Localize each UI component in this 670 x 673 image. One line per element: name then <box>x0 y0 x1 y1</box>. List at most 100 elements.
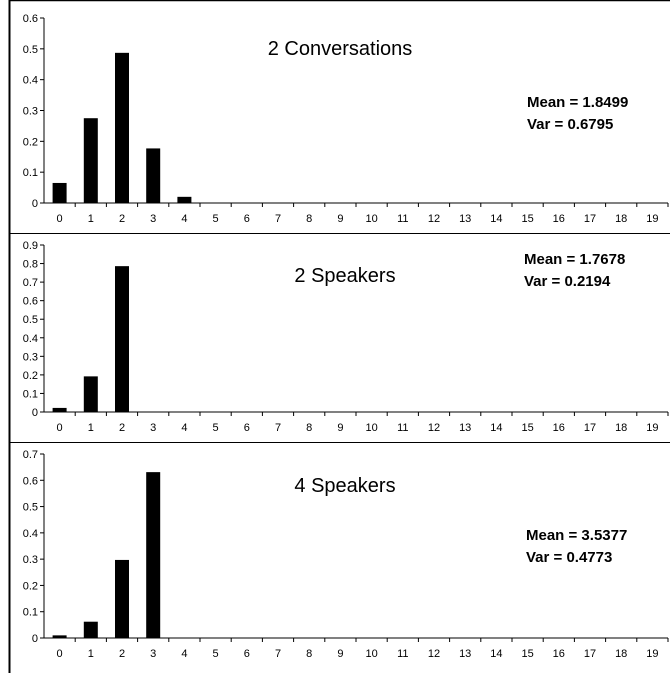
panel-title: 2 Speakers <box>294 265 395 287</box>
x-tick-label: 11 <box>397 422 408 434</box>
bar-1 <box>83 118 98 203</box>
x-tick-label: 17 <box>584 648 596 660</box>
y-tick-label: 0.1 <box>23 607 38 619</box>
x-tick-label: 19 <box>646 648 658 660</box>
x-tick-label: 6 <box>244 422 250 434</box>
bar-3 <box>146 472 161 638</box>
x-tick-label: 6 <box>244 213 250 225</box>
x-tick-label: 19 <box>646 422 658 434</box>
x-tick-label: 15 <box>521 648 533 660</box>
x-tick-label: 8 <box>306 422 312 434</box>
var-annotation: Var = 0.4773 <box>526 549 612 566</box>
var-annotation: Var = 0.6795 <box>527 116 613 133</box>
y-tick-label: 0.4 <box>23 333 38 345</box>
x-tick-label: 10 <box>365 648 377 660</box>
x-tick-label: 11 <box>397 213 408 225</box>
x-tick-label: 13 <box>459 422 471 434</box>
x-tick-label: 0 <box>57 422 63 434</box>
y-tick-label: 0.7 <box>23 449 38 461</box>
x-tick-label: 19 <box>646 213 658 225</box>
x-tick-label: 17 <box>584 422 596 434</box>
bar-4 <box>177 196 192 203</box>
x-tick-label: 0 <box>57 213 63 225</box>
x-tick-label: 14 <box>490 422 502 434</box>
x-tick-label: 3 <box>150 422 156 434</box>
mean-annotation: Mean = 3.5377 <box>526 527 627 544</box>
mean-annotation: Mean = 1.8499 <box>527 94 628 111</box>
panel-2-conversations: 00.10.20.30.40.50.60 1 2 3 4 5 6 7 8 9 10 11 12 13 14 1… <box>23 13 669 225</box>
x-tick-label: 12 <box>428 213 440 225</box>
bar-0 <box>52 635 67 638</box>
y-tick-label: 0.9 <box>23 240 38 252</box>
bar-0 <box>52 407 67 412</box>
x-tick-label: 2 <box>119 213 125 225</box>
x-tick-label: 7 <box>275 648 281 660</box>
y-tick-label: 0.6 <box>23 296 38 308</box>
y-tick-label: 0.1 <box>23 388 38 400</box>
x-tick-label: 13 <box>459 648 471 660</box>
bar-2 <box>115 559 129 638</box>
x-tick-label: 1 <box>88 213 94 225</box>
x-tick-label: 15 <box>521 422 533 434</box>
x-tick-label: 0 <box>57 648 63 660</box>
x-tick-label: 3 <box>150 213 156 225</box>
x-tick-label: 4 <box>181 422 187 434</box>
x-tick-label: 2 <box>119 648 125 660</box>
x-tick-label: 4 <box>181 648 187 660</box>
x-tick-label: 3 <box>150 648 156 660</box>
x-tick-label: 14 <box>490 648 502 660</box>
y-tick-label: 0.8 <box>23 259 38 271</box>
bar-0 <box>52 182 67 203</box>
bar-2 <box>115 52 129 203</box>
bar-1 <box>83 376 98 412</box>
x-tick-label: 10 <box>365 213 377 225</box>
panel-title: 4 Speakers <box>294 475 395 497</box>
y-tick-label: 0 <box>32 198 38 210</box>
panel-title: 2 Conversations <box>268 38 413 60</box>
x-tick-label: 1 <box>88 422 94 434</box>
x-tick-label: 7 <box>275 422 281 434</box>
x-tick-label: 5 <box>213 213 219 225</box>
x-tick-label: 18 <box>615 213 627 225</box>
x-tick-label: 10 <box>365 422 377 434</box>
y-tick-label: 0.4 <box>23 75 38 87</box>
y-tick-label: 0.5 <box>23 314 38 326</box>
x-tick-label: 4 <box>181 213 187 225</box>
y-tick-label: 0.6 <box>23 13 38 25</box>
panel-4-speakers: 00.10.20.30.40.50.60.70 1 2 3 4 5 6 7 8 9 10 11 12 13… <box>23 449 669 660</box>
x-tick-label: 15 <box>521 213 533 225</box>
x-tick-label: 13 <box>459 213 471 225</box>
x-tick-label: 5 <box>213 648 219 660</box>
bar-3 <box>146 148 161 203</box>
x-tick-label: 5 <box>213 422 219 434</box>
y-tick-label: 0.2 <box>23 136 38 148</box>
x-tick-label: 18 <box>615 648 627 660</box>
x-tick-label: 12 <box>428 648 440 660</box>
x-tick-label: 16 <box>553 648 565 660</box>
var-annotation: Var = 0.2194 <box>524 273 611 290</box>
x-tick-label: 7 <box>275 213 281 225</box>
y-tick-label: 0 <box>32 633 38 645</box>
mean-annotation: Mean = 1.7678 <box>524 251 625 268</box>
x-tick-label: 17 <box>584 213 596 225</box>
x-tick-label: 8 <box>306 648 312 660</box>
y-tick-label: 0 <box>32 407 38 419</box>
y-tick-label: 0.4 <box>23 528 38 540</box>
bar-1 <box>83 621 98 638</box>
x-tick-label: 16 <box>553 213 565 225</box>
y-tick-label: 0.2 <box>23 370 38 382</box>
x-tick-label: 9 <box>337 213 343 225</box>
x-tick-label: 6 <box>244 648 250 660</box>
y-tick-label: 0.3 <box>23 554 38 566</box>
y-tick-label: 0.7 <box>23 277 38 289</box>
x-tick-label: 9 <box>337 648 343 660</box>
x-tick-label: 12 <box>428 422 440 434</box>
y-tick-label: 0.6 <box>23 475 38 487</box>
x-tick-label: 1 <box>88 648 94 660</box>
y-tick-label: 0.5 <box>23 502 38 514</box>
x-tick-label: 11 <box>397 648 408 660</box>
x-tick-label: 8 <box>306 213 312 225</box>
y-tick-label: 0.2 <box>23 580 38 592</box>
